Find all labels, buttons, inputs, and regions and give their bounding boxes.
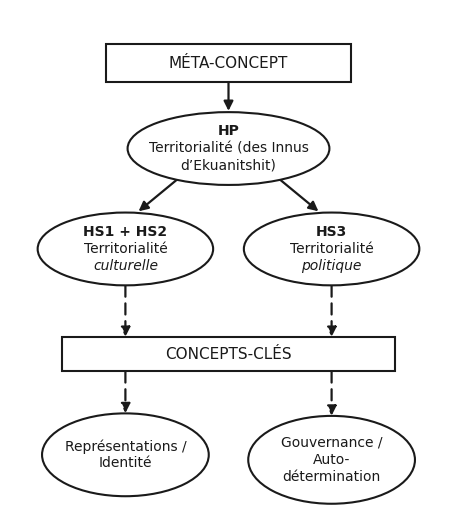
Text: MÉTA-CONCEPT: MÉTA-CONCEPT (169, 55, 288, 71)
Ellipse shape (37, 212, 213, 286)
Text: Territorialité (des Innus: Territorialité (des Innus (149, 142, 308, 155)
Ellipse shape (248, 416, 415, 504)
Ellipse shape (42, 413, 209, 496)
Text: HS3: HS3 (316, 225, 347, 239)
Text: culturelle: culturelle (93, 259, 158, 273)
Text: Territorialité: Territorialité (84, 242, 167, 256)
Text: Auto-: Auto- (313, 453, 350, 467)
Text: Représentations /: Représentations / (64, 439, 186, 453)
Text: CONCEPTS-CLÉS: CONCEPTS-CLÉS (165, 347, 292, 362)
Text: d’Ekuanitshit): d’Ekuanitshit) (181, 158, 276, 173)
Text: politique: politique (302, 259, 362, 273)
FancyBboxPatch shape (62, 337, 395, 371)
Ellipse shape (244, 212, 420, 286)
Text: détermination: détermination (282, 470, 381, 484)
Text: HS1 + HS2: HS1 + HS2 (83, 225, 167, 239)
Text: Gouvernance /: Gouvernance / (281, 436, 383, 450)
Text: Identité: Identité (99, 457, 152, 470)
FancyBboxPatch shape (106, 44, 351, 82)
Ellipse shape (128, 112, 329, 185)
Text: HP: HP (218, 124, 239, 139)
Text: Territorialité: Territorialité (290, 242, 373, 256)
